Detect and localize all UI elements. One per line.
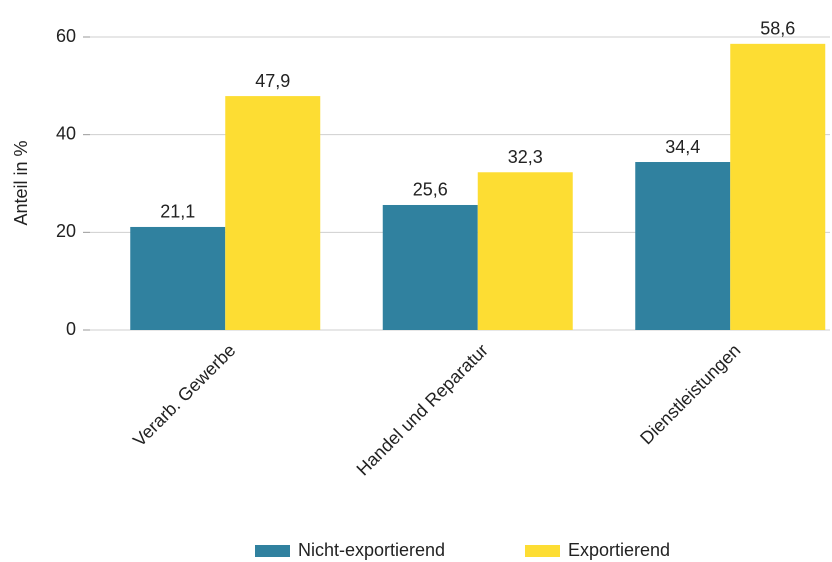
- value-label: 25,6: [413, 180, 448, 200]
- legend-swatch: [255, 545, 290, 557]
- value-label: 34,4: [665, 137, 700, 157]
- y-tick-label: 40: [56, 123, 76, 143]
- y-tick-label: 20: [56, 221, 76, 241]
- y-tick-label: 0: [66, 319, 76, 339]
- value-label: 21,1: [160, 202, 195, 222]
- bar: [477, 172, 573, 330]
- bar: [730, 43, 826, 330]
- y-tick-label: 60: [56, 26, 76, 46]
- x-tick-label: Verarb. Gewerbe: [129, 340, 239, 450]
- legend-label: Nicht-exportierend: [298, 540, 445, 560]
- bar: [635, 162, 731, 330]
- x-tick-label: Dienstleistungen: [636, 340, 744, 448]
- legend-swatch: [525, 545, 560, 557]
- legend-label: Exportierend: [568, 540, 670, 560]
- value-label: 32,3: [508, 147, 543, 167]
- bar: [225, 96, 321, 330]
- value-label: 58,6: [760, 19, 795, 39]
- bar: [130, 226, 226, 330]
- value-label: 47,9: [255, 71, 290, 91]
- x-tick-label: Handel und Reparatur: [353, 340, 492, 479]
- y-axis-label: Anteil in %: [11, 140, 31, 225]
- bar: [382, 204, 478, 330]
